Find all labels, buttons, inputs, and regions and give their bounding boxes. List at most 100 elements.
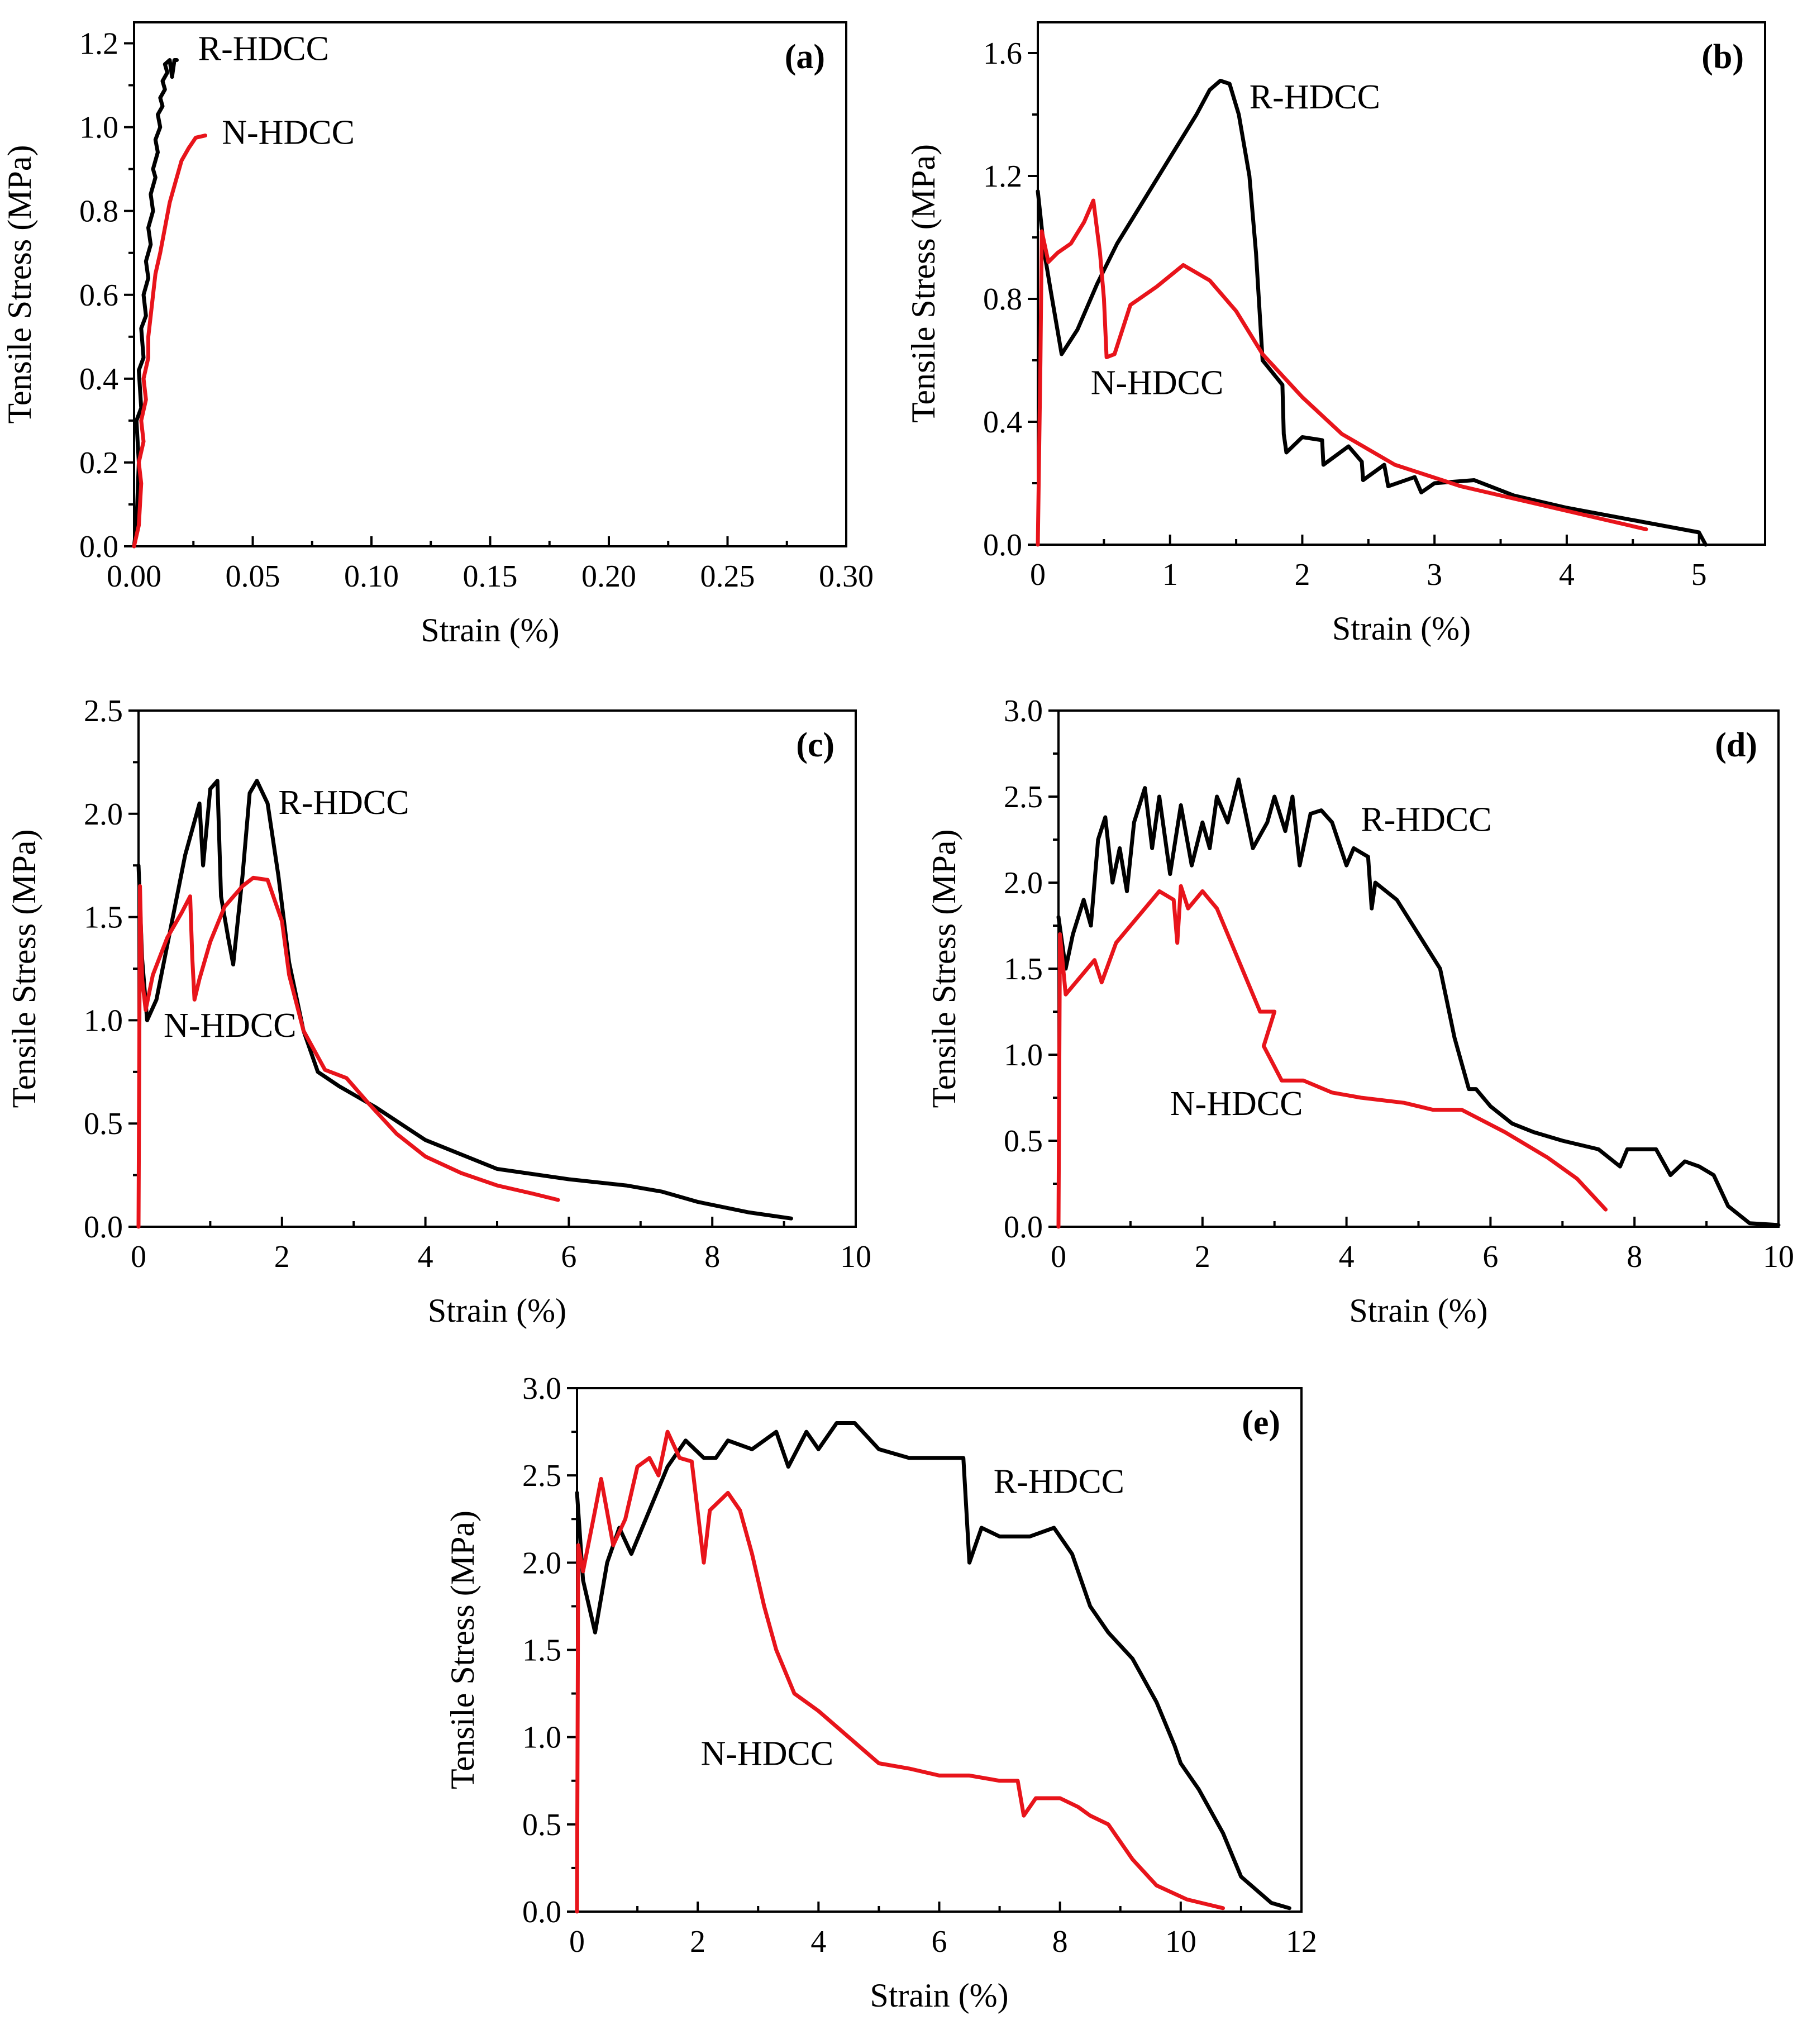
r-hdcc-label: R-HDCC (994, 1462, 1124, 1500)
r-hdcc-data-point (1510, 1122, 1514, 1125)
n-hdcc-data-point (1102, 297, 1105, 301)
n-hdcc-data-point (1047, 260, 1050, 264)
n-hdcc-data-point (678, 1456, 681, 1460)
r-hdcc-data-point (1096, 282, 1099, 285)
n-hdcc-data-point (193, 998, 196, 1001)
n-hdcc-data-point (142, 377, 145, 380)
n-hdcc-data-point (636, 1465, 639, 1469)
n-hdcc-data-point (793, 1692, 796, 1695)
n-hdcc-data-point (1058, 932, 1062, 936)
y-tick-label: 1.2 (983, 159, 1022, 194)
r-hdcc-data-point (1142, 199, 1145, 202)
r-hdcc-data-point (248, 792, 251, 795)
x-axis-title: Strain (%) (1349, 1292, 1487, 1329)
n-hdcc-data-point (908, 1767, 910, 1770)
n-hdcc-data-point (1301, 1079, 1305, 1082)
n-hdcc-data-point (1604, 1208, 1608, 1211)
r-hdcc-data-point (877, 1447, 880, 1451)
r-hdcc-data-point (1512, 494, 1515, 497)
r-hdcc-data-point (1057, 916, 1060, 919)
r-hdcc-data-point (968, 1561, 971, 1564)
r-hdcc-data-point (1143, 787, 1147, 790)
panel-label: (c) (796, 726, 835, 764)
n-hdcc-label: N-HDCC (222, 114, 355, 152)
n-hdcc-label: N-HDCC (701, 1735, 834, 1773)
n-hdcc-data-point (1155, 1884, 1158, 1887)
y-tick-label: 1.5 (522, 1633, 561, 1668)
n-hdcc-data-point (163, 226, 166, 230)
r-hdcc-data-point (1597, 1147, 1600, 1151)
x-tick-label: 0.20 (581, 559, 636, 594)
y-tick-label: 0.0 (983, 528, 1022, 563)
n-hdcc-data-point (612, 1543, 615, 1547)
n-hdcc-data-point (1341, 432, 1343, 436)
r-hdcc-data-point (1111, 881, 1114, 884)
n-hdcc-data-point (690, 1460, 693, 1463)
n-hdcc-data-point (1575, 1177, 1579, 1180)
n-hdcc-data-point (817, 1709, 820, 1713)
n-hdcc-data-point (1093, 959, 1096, 962)
n-hdcc-data-point (1107, 1823, 1110, 1826)
y-tick-label: 2.5 (1004, 780, 1043, 814)
r-hdcc-data-point (1281, 383, 1284, 387)
n-hdcc-data-point (1069, 242, 1072, 245)
r-hdcc-data-point (149, 193, 152, 196)
r-hdcc-data-point (746, 1211, 750, 1214)
r-hdcc-data-point (980, 1526, 983, 1530)
r-hdcc-data-point (495, 1168, 499, 1170)
x-tick-label: 0 (131, 1240, 146, 1274)
n-hdcc-data-point (180, 911, 183, 914)
n-hdcc-data-point (208, 940, 212, 944)
n-hdcc-data-point (1131, 1857, 1134, 1861)
x-tick-label: 10 (840, 1240, 871, 1274)
n-hdcc-data-point (1036, 543, 1039, 546)
r-hdcc-data-point (154, 176, 157, 179)
n-hdcc-data-point (648, 1456, 651, 1460)
n-hdcc-data-point (180, 159, 183, 163)
r-hdcc-data-point (684, 1439, 687, 1442)
r-hdcc-data-point (666, 1465, 669, 1469)
r-hdcc-data-point (202, 864, 205, 867)
r-hdcc-data-point (1320, 439, 1324, 442)
r-hdcc-data-point (648, 1509, 651, 1512)
r-hdcc-curve (136, 779, 793, 1221)
r-hdcc-data-point (1201, 821, 1204, 824)
r-hdcc-data-point (1208, 846, 1212, 850)
n-hdcc-label: N-HDCC (1091, 364, 1224, 402)
r-hdcc-data-point (1489, 1104, 1492, 1108)
n-hdcc-data-point (1503, 1131, 1506, 1134)
n-hdcc-data-point (1301, 396, 1304, 399)
n-hdcc-data-point (204, 134, 207, 137)
r-hdcc-data-point (1239, 1875, 1243, 1878)
n-hdcc-data-point (1644, 528, 1648, 531)
y-tick-label: 1.0 (1004, 1038, 1043, 1073)
r-hdcc-data-point (1255, 251, 1258, 254)
r-hdcc-data-point (1173, 1744, 1176, 1747)
n-hdcc-data-point (345, 1076, 348, 1080)
n-hdcc-data-point (424, 1155, 427, 1158)
n-hdcc-data-point (1393, 463, 1396, 466)
r-hdcc-data-point (1179, 803, 1182, 807)
n-hdcc-data-point (1181, 264, 1185, 266)
r-hdcc-data-point (1561, 1139, 1564, 1142)
r-hdcc-data-point (1322, 463, 1325, 466)
y-axis-title: Tensile Stress (MPa) (444, 1511, 481, 1789)
r-hdcc-data-point (1155, 1700, 1158, 1704)
r-hdcc-data-point (1697, 531, 1701, 534)
r-hdcc-data-point (1273, 795, 1276, 798)
r-hdcc-data-point (1475, 1088, 1478, 1091)
x-tick-label: 0.00 (107, 559, 161, 594)
r-hdcc-data-point (168, 59, 171, 61)
r-hdcc-data-point (1345, 864, 1348, 867)
r-hdcc-data-point (1251, 846, 1255, 850)
n-hdcc-data-point (938, 1774, 941, 1777)
r-hdcc-data-point (908, 1456, 910, 1460)
n-hdcc-data-point (1273, 1010, 1276, 1013)
n-hdcc-data-point (1089, 1814, 1092, 1817)
r-hdcc-data-point (1060, 352, 1064, 356)
r-hdcc-data-point (1169, 156, 1172, 159)
y-tick-label: 0.0 (1004, 1210, 1043, 1245)
r-hdcc-data-point (220, 895, 223, 898)
r-hdcc-data-point (1197, 1788, 1200, 1791)
r-hdcc-data-point (173, 59, 176, 61)
